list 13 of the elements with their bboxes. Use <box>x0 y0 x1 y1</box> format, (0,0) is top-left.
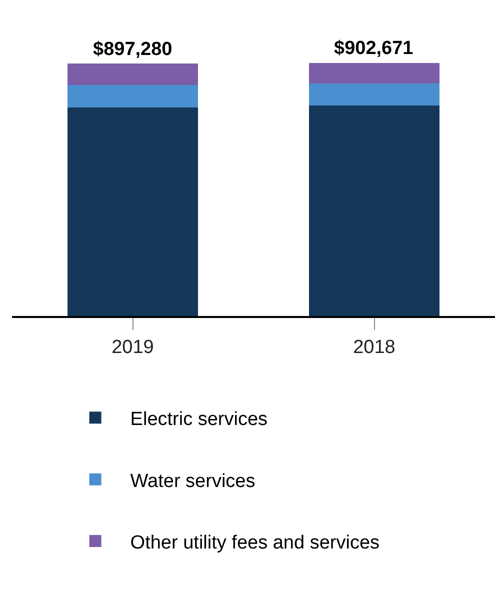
annotation: $897,280 <box>93 39 172 60</box>
legend-label: Electric services <box>130 409 268 430</box>
bar <box>309 83 440 106</box>
bar <box>68 107 198 316</box>
x-tick-label: 2019 <box>112 336 154 358</box>
legend-label: Other utility fees and services <box>130 532 380 554</box>
annotation: $902,671 <box>334 38 414 59</box>
bar <box>68 64 198 86</box>
bar <box>309 62 440 84</box>
bar <box>68 85 198 108</box>
legend-label: Water services <box>130 470 256 492</box>
bar <box>309 106 440 316</box>
x-tick-label: 2018 <box>353 336 396 358</box>
